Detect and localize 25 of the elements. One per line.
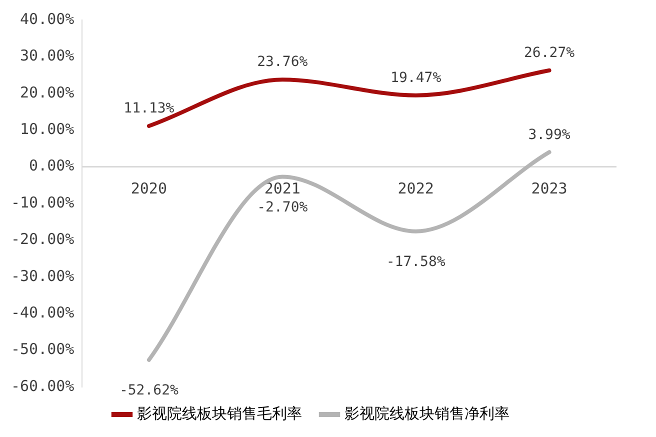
y-tick-label: -10.00% [10,193,74,212]
x-tick-label: 2020 [130,180,167,198]
y-tick-label: -40.00% [10,303,74,322]
data-label: 11.13% [124,100,175,117]
data-label: -2.70% [257,199,308,216]
y-tick-label: 20.00% [20,83,74,102]
y-tick-label: -50.00% [10,340,74,358]
data-label: 26.27% [524,45,576,62]
y-tick-label: 10.00% [20,120,74,138]
x-tick-label: 2023 [531,180,568,198]
x-tick-label: 2021 [264,180,300,198]
y-tick-label: -30.00% [10,266,74,285]
y-tick-label: -60.00% [10,376,74,395]
x-tick-label: 2022 [398,180,434,198]
legend-label: 影视院线板块销售毛利率 [137,404,302,422]
data-label: -17.58% [386,254,446,270]
y-tick-label: 0.00% [29,156,74,175]
data-label: 23.76% [257,54,308,70]
data-label: -52.62% [119,382,180,399]
data-label: 3.99% [528,126,571,143]
data-label: 19.47% [390,70,442,86]
y-tick-label: 40.00% [20,10,74,28]
legend-label: 影视院线板块销售净利率 [344,404,510,422]
y-tick-label: 30.00% [20,46,74,65]
y-tick-label: -20.00% [10,230,74,248]
